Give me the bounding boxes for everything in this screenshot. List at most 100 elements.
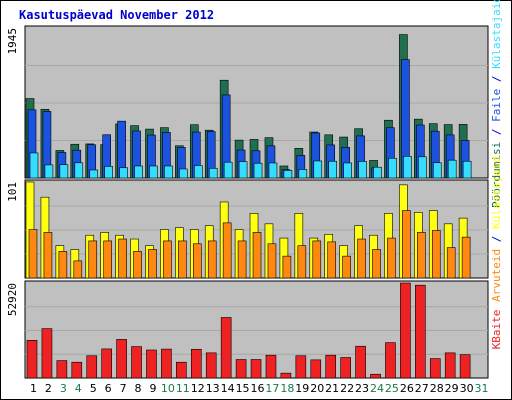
bar-top-21-series-2: [328, 160, 338, 179]
bar-middle-26-series-1: [402, 210, 411, 279]
bar-bottom-8-series-0: [131, 346, 142, 379]
bar-bottom-16-series-0: [250, 359, 262, 379]
x-tick-label: 30: [460, 382, 474, 395]
x-tick-label: 18: [280, 382, 294, 395]
bar-top-7-series-2: [119, 167, 128, 179]
x-tick-label: 24: [370, 382, 384, 395]
bar-bottom-11-series-0: [176, 361, 187, 379]
bar-bottom-25-series-0: [385, 342, 396, 379]
bar-middle-16-series-1: [252, 232, 262, 279]
bar-middle-14-series-1: [222, 222, 232, 279]
bar-top-23-series-2: [358, 161, 367, 179]
x-tick-label: 3: [60, 382, 67, 395]
chart-title: Kasutuspäevad November 2012: [19, 8, 215, 22]
bar-top-17-series-2: [268, 162, 278, 179]
legend-label: Pöördumisi: [490, 142, 503, 208]
x-tick-label: 1: [30, 382, 37, 395]
bar-bottom-29-series-0: [444, 352, 456, 379]
bar-top-25-series-2: [388, 157, 397, 179]
bar-bottom-13-series-0: [205, 352, 217, 379]
x-tick-label: 21: [325, 382, 339, 395]
x-tick-label: 5: [90, 382, 97, 395]
x-tick-label: 25: [385, 382, 399, 395]
bar-top-3-series-2: [59, 164, 69, 179]
bar-bottom-19-series-0: [295, 355, 307, 379]
bar-bottom-24-series-0: [370, 373, 381, 379]
bar-middle-4-series-1: [73, 260, 83, 279]
bar-middle-19-series-1: [297, 245, 307, 279]
bar-bottom-7-series-0: [116, 339, 127, 379]
x-tick-label: 28: [430, 382, 444, 395]
bar-top-1-series-2: [29, 152, 39, 179]
x-tick-label: 31: [475, 382, 489, 395]
bar-top-6-series-2: [104, 166, 113, 179]
bar-middle-9-series-1: [148, 249, 157, 279]
x-tick-label: 2: [45, 382, 52, 395]
bar-bottom-9-series-0: [146, 349, 157, 379]
bar-bottom-2-series-0: [41, 328, 53, 379]
x-tick-label: 12: [191, 382, 205, 395]
bar-top-30-series-2: [462, 160, 472, 179]
bar-middle-11-series-1: [178, 240, 187, 279]
x-tick-label: 9: [149, 382, 156, 395]
bar-bottom-17-series-0: [265, 354, 277, 379]
bar-middle-20-series-1: [312, 240, 322, 279]
bar-bottom-26-series-0: [400, 282, 411, 379]
bar-bottom-20-series-0: [310, 359, 322, 379]
x-tick-label: 19: [295, 382, 309, 395]
bar-top-24-series-2: [373, 166, 382, 179]
bar-top-2-series-2: [44, 164, 54, 179]
bar-bottom-3-series-0: [56, 360, 68, 379]
bar-bottom-4-series-0: [71, 361, 83, 379]
panel-bottom-max-label: 52920: [6, 283, 19, 316]
x-tick-label: 13: [206, 382, 220, 395]
x-tick-label: 16: [251, 382, 265, 395]
bar-top-14-series-2: [223, 161, 233, 179]
bar-top-22-series-2: [343, 162, 352, 179]
bar-top-28-series-2: [432, 162, 442, 179]
panel-top-legend: Pöördumisi / Faile / Külastajaid: [490, 0, 503, 208]
x-tick-label: 17: [265, 382, 279, 395]
bar-bottom-18-series-0: [280, 372, 292, 379]
bar-middle-25-series-1: [387, 237, 396, 279]
bar-middle-1-series-1: [28, 229, 38, 279]
bar-top-18-series-2: [283, 170, 293, 179]
x-tick-label: 22: [340, 382, 354, 395]
legend-label: Faile: [490, 89, 503, 122]
bar-middle-23-series-1: [357, 238, 366, 279]
bar-middle-30-series-1: [461, 236, 471, 279]
bar-bottom-1-series-0: [26, 340, 38, 379]
panel-bottom-legend: KBaite: [490, 310, 503, 350]
bar-middle-12-series-1: [192, 243, 202, 279]
bar-middle-10-series-1: [163, 240, 172, 279]
bar-top-13-series-2: [208, 167, 218, 179]
x-tick-label: 10: [161, 382, 175, 395]
x-tick-label: 27: [415, 382, 429, 395]
bar-middle-21-series-1: [327, 241, 337, 279]
x-tick-label: 14: [221, 382, 235, 395]
panel-middle-max-label: 101: [6, 182, 19, 202]
bar-middle-18-series-1: [282, 255, 292, 279]
bar-bottom-10-series-0: [161, 348, 172, 379]
bar-middle-27-series-1: [417, 232, 426, 279]
x-tick-label: 15: [236, 382, 250, 395]
bar-top-8-series-2: [134, 165, 143, 179]
x-tick-label: 4: [75, 382, 82, 395]
legend-label: Külastajaid: [490, 0, 503, 69]
bar-bottom-23-series-0: [355, 345, 366, 379]
legend-separator: /: [490, 69, 503, 89]
bar-top-16-series-2: [253, 162, 263, 179]
x-tick-label: 29: [445, 382, 459, 395]
panel-middle-legend: Arvuteid / Külastajaid: [490, 156, 503, 302]
bar-top-9-series-2: [149, 165, 158, 179]
bar-top-15-series-2: [238, 161, 248, 179]
bar-middle-22-series-1: [342, 255, 351, 279]
bar-bottom-21-series-0: [325, 354, 337, 379]
bar-top-5-series-2: [89, 169, 99, 179]
x-tick-label: 20: [310, 382, 324, 395]
bar-top-26-series-2: [403, 156, 412, 179]
bar-top-20-series-2: [313, 160, 323, 179]
bar-top-19-series-2: [298, 169, 308, 179]
bar-middle-3-series-1: [58, 251, 68, 279]
